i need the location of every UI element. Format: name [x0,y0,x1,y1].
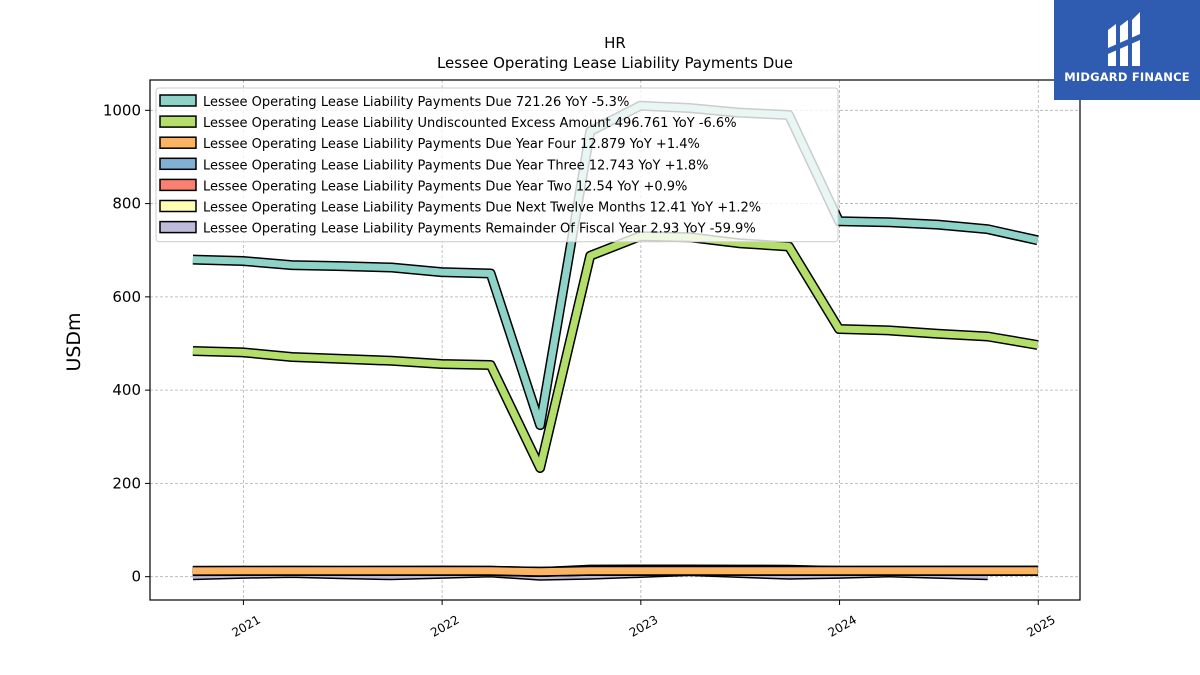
y-tick-label: 600 [112,288,141,306]
y-axis-label: USDm [63,312,85,371]
legend-swatch [159,157,197,171]
series-line [192,232,1039,472]
series-outline [192,231,1039,473]
y-tick-label: 800 [112,195,141,213]
legend-swatch [159,136,197,149]
legend-swatch [159,199,197,213]
legend-label: Lessee Operating Lease Liability Payment… [203,158,709,173]
brand-logo: MIDGARD FINANCE [1054,0,1200,100]
x-tick-label: 2022 [428,612,461,639]
brand-mark-icon [1108,12,1140,66]
x-tick-label: 2021 [229,612,262,639]
x-tick-label: 2023 [627,612,660,639]
chart-subtitle: Lessee Operating Lease Liability Payment… [437,54,793,72]
legend-box [155,87,839,243]
y-tick-label: 200 [112,474,141,492]
axes: 0 200 400 600 800 1000 2021 2022 2023 2024 2025 [103,79,1081,640]
y-tick-label: 400 [112,381,141,399]
legend-label: Lessee Operating Lease Liability Undisco… [203,116,737,131]
legend-swatch [159,178,197,192]
brand-name: MIDGARD FINANCE [1064,70,1190,84]
legend-label: Lessee Operating Lease Liability Payment… [203,179,687,194]
legend-swatch [159,94,197,107]
legend-label: Lessee Operating Lease Liability Payment… [203,222,756,237]
x-tick-label: 2025 [1024,612,1057,639]
x-tick-label: 2024 [826,612,859,639]
y-tick-label: 1000 [103,101,141,119]
chart-title: HR [604,34,626,52]
series-line [192,567,1038,576]
legend-label: Lessee Operating Lease Liability Payment… [203,137,700,152]
legend: Lessee Operating Lease Liability Payment… [155,87,839,243]
legend-label: Lessee Operating Lease Liability Payment… [203,95,629,110]
y-tick-label: 0 [131,568,141,586]
legend-swatch [159,115,197,128]
plot-frame [149,79,1081,601]
legend-label: Lessee Operating Lease Liability Payment… [203,201,761,216]
legend-swatch [159,220,197,234]
